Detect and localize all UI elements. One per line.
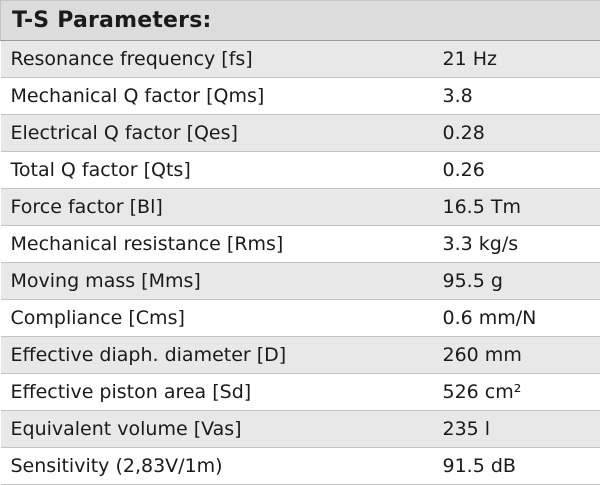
parameter-value: 95.5 g — [435, 263, 600, 300]
parameter-value: 91.5 dB — [435, 448, 600, 485]
parameter-value: 260 mm — [435, 337, 600, 374]
parameter-name: Compliance [Cms] — [1, 300, 435, 337]
parameter-value: 3.3 kg/s — [435, 226, 600, 263]
table-row: Compliance [Cms] 0.6 mm/N — [1, 300, 600, 337]
parameter-value: 16.5 Tm — [435, 189, 600, 226]
parameter-name: Electrical Q factor [Qes] — [1, 115, 435, 152]
table-row: Moving mass [Mms] 95.5 g — [1, 263, 600, 300]
table-row: Mechanical resistance [Rms] 3.3 kg/s — [1, 226, 600, 263]
table-row: Resonance frequency [fs] 21 Hz — [1, 41, 600, 78]
table-header-row: T-S Parameters: — [1, 1, 600, 41]
parameter-name: Effective diaph. diameter [D] — [1, 337, 435, 374]
parameter-name: Force factor [Bl] — [1, 189, 435, 226]
table-title: T-S Parameters: — [1, 1, 600, 41]
parameter-name: Equivalent volume [Vas] — [1, 411, 435, 448]
table-row: Electrical Q factor [Qes] 0.28 — [1, 115, 600, 152]
table-row: Sensitivity (2,83V/1m) 91.5 dB — [1, 448, 600, 485]
parameter-value: 0.26 — [435, 152, 600, 189]
parameter-value: 526 cm² — [435, 374, 600, 411]
parameter-value: 0.28 — [435, 115, 600, 152]
table-row: Total Q factor [Qts] 0.26 — [1, 152, 600, 189]
parameter-name: Sensitivity (2,83V/1m) — [1, 448, 435, 485]
parameter-value: 235 l — [435, 411, 600, 448]
parameter-name: Resonance frequency [fs] — [1, 41, 435, 78]
table-row: Mechanical Q factor [Qms] 3.8 — [1, 78, 600, 115]
parameter-value: 21 Hz — [435, 41, 600, 78]
parameter-value: 3.8 — [435, 78, 600, 115]
parameter-name: Moving mass [Mms] — [1, 263, 435, 300]
table-row: Force factor [Bl] 16.5 Tm — [1, 189, 600, 226]
table-row: Effective diaph. diameter [D] 260 mm — [1, 337, 600, 374]
parameter-name: Total Q factor [Qts] — [1, 152, 435, 189]
table-row: Effective piston area [Sd] 526 cm² — [1, 374, 600, 411]
parameter-name: Effective piston area [Sd] — [1, 374, 435, 411]
parameter-value: 0.6 mm/N — [435, 300, 600, 337]
table-row: Equivalent volume [Vas] 235 l — [1, 411, 600, 448]
parameter-name: Mechanical Q factor [Qms] — [1, 78, 435, 115]
parameter-name: Mechanical resistance [Rms] — [1, 226, 435, 263]
